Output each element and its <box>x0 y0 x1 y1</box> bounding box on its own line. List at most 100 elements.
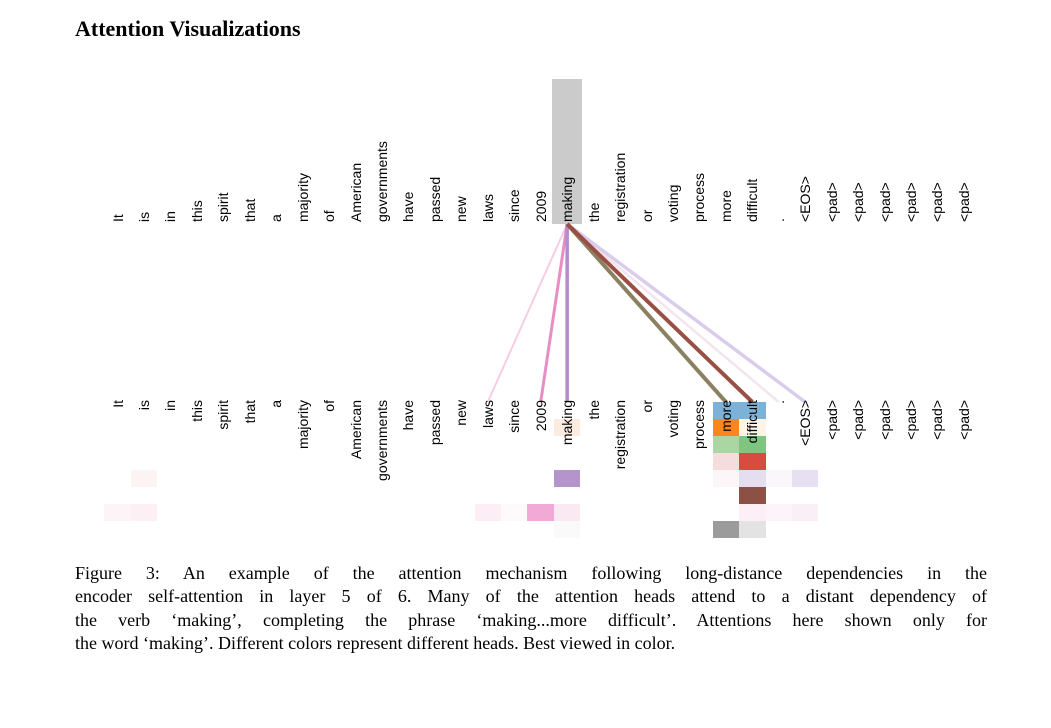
attention-heatmap-cell <box>474 504 501 522</box>
bottom-token-label: making <box>559 400 576 446</box>
attention-heatmap-cell <box>712 402 740 420</box>
figure-title: Attention Visualizations <box>75 16 301 41</box>
attention-heatmap-cell <box>712 453 740 471</box>
attention-heatmap-cell <box>130 470 158 488</box>
attention-heatmap-cell <box>553 521 581 539</box>
bottom-token-label: have <box>400 400 417 431</box>
attention-heatmap-cell <box>791 504 819 522</box>
top-token-label: or <box>638 209 655 222</box>
bottom-token-label: spirit <box>215 400 232 430</box>
attention-heatmap-cell <box>712 419 740 437</box>
bottom-token-label: <EOS> <box>797 400 814 446</box>
caption-line: Figure 3: An example of the attention me… <box>75 563 987 583</box>
top-token-label: difficult <box>744 178 761 222</box>
top-token-label: making <box>559 176 576 222</box>
attention-line-to-2009 <box>539 223 569 403</box>
attention-heatmap-cell <box>739 419 766 437</box>
top-token-label: in <box>162 211 179 222</box>
figure-caption: Figure 3: An example of the attention me… <box>75 562 987 656</box>
attention-heatmap-cell <box>104 504 131 522</box>
bottom-token-label: laws <box>479 400 496 429</box>
top-token-label: <pad> <box>903 182 919 222</box>
bottom-token-label: that <box>241 400 258 424</box>
bottom-token-label: <pad> <box>929 400 946 440</box>
bottom-token-label: . <box>770 400 787 404</box>
top-token-label: this <box>188 200 205 222</box>
attention-heatmap-cell <box>791 470 819 488</box>
attention-heatmap-cell <box>739 453 766 471</box>
attention-lines-layer <box>486 222 807 404</box>
caption-line: the word ‘making’. Different colors repr… <box>75 633 676 654</box>
caption-line: the verb ‘making’, completing the phrase… <box>75 609 987 630</box>
bottom-token-label: governments <box>374 400 390 481</box>
attention-heatmap-cell <box>739 470 766 488</box>
top-token-label: 2009 <box>532 190 549 222</box>
top-token-label: registration <box>612 152 629 222</box>
top-token-label: laws <box>479 193 496 222</box>
bottom-token-label: more <box>717 400 734 432</box>
bottom-token-label: American <box>347 400 364 460</box>
bottom-token-label: It <box>109 400 126 408</box>
top-token-label: . <box>770 218 787 222</box>
bottom-token-label: 2009 <box>532 400 549 432</box>
bottom-token-label: in <box>162 400 179 411</box>
attention-heatmap-cell <box>553 470 581 488</box>
bottom-token-label: difficult <box>744 400 761 444</box>
attention-line-to-laws <box>486 223 569 403</box>
top-token-label: process <box>691 172 708 222</box>
attention-heatmap-cell <box>739 504 766 522</box>
bottom-token-label: process <box>691 400 708 450</box>
bottom-token-label: <pad> <box>876 400 893 440</box>
bottom-token-label: the <box>585 400 602 420</box>
top-token-label: It <box>109 214 126 222</box>
bottom-token-label: registration <box>612 400 629 470</box>
bottom-token-label: <pad> <box>903 400 919 440</box>
top-token-label: of <box>321 210 338 222</box>
attention-heatmap-cell <box>739 487 766 505</box>
attention-heatmap-cell <box>739 436 766 454</box>
top-token-label: <pad> <box>850 182 867 222</box>
bottom-token-label: new <box>453 400 470 426</box>
bottom-token-label: passed <box>426 400 443 446</box>
top-token-label: <pad> <box>823 182 840 222</box>
top-token-label: that <box>241 198 258 222</box>
top-token-label: new <box>453 196 470 222</box>
attention-heatmap-cell <box>739 402 766 420</box>
top-token-label: <pad> <box>955 182 972 222</box>
caption-line: encoder self-attention in layer 5 of 6. … <box>75 586 987 607</box>
top-token-label: the <box>585 202 602 222</box>
bottom-token-label: <pad> <box>823 400 840 440</box>
attention-heatmap-cell <box>527 504 554 522</box>
bottom-token-label: <pad> <box>850 400 867 440</box>
bottom-token-label: is <box>135 400 152 411</box>
attention-line-to-more <box>565 222 728 404</box>
top-token-label: American <box>347 162 364 222</box>
top-token-label: governments <box>374 141 390 222</box>
top-token-label: majority <box>294 172 311 222</box>
top-token-label: since <box>506 189 523 222</box>
attention-line-to-. <box>566 223 780 403</box>
attention-heatmap-cell <box>553 419 581 437</box>
attention-heatmap-cell <box>712 436 740 454</box>
top-token-label: have <box>400 191 417 222</box>
bottom-token-label: majority <box>294 400 311 450</box>
attention-heatmap-cell <box>765 470 792 488</box>
bottom-token-label: a <box>268 400 285 408</box>
attention-heatmap-cell <box>501 504 528 522</box>
bottom-token-label: of <box>321 400 338 412</box>
top-token-label: more <box>717 190 734 222</box>
attention-line-to-<EOS> <box>566 222 807 404</box>
attention-heatmap-cell <box>130 504 158 522</box>
attention-heatmap-cell <box>739 521 766 539</box>
top-token-label: a <box>268 214 285 222</box>
attention-heatmap-cell <box>712 470 740 488</box>
attention-visualization: It It is is in in this this spirit spirit that that… <box>104 79 972 539</box>
attention-heatmap-cell <box>712 521 740 539</box>
attention-heatmap-cell <box>765 504 792 522</box>
top-token-label: passed <box>426 176 443 222</box>
top-token-label: <pad> <box>876 182 893 222</box>
top-token-label: is <box>135 211 152 222</box>
top-token-label: <EOS> <box>797 176 814 222</box>
bottom-token-label: voting <box>664 400 681 438</box>
